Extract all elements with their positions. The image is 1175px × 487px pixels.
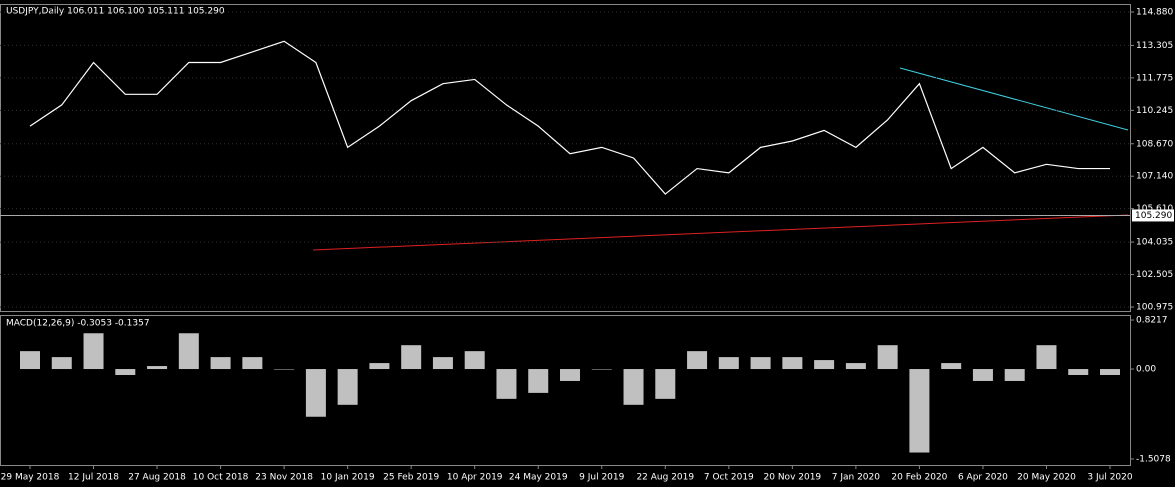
y-tick-label: 0.00: [1136, 365, 1156, 375]
macd-bar: [750, 357, 771, 370]
y-tick-label: 113.305: [1136, 41, 1173, 51]
x-tick-label: 24 May 2019: [509, 473, 568, 483]
macd-bar: [178, 333, 199, 370]
macd-bar: [115, 369, 136, 375]
x-tick-label: 7 Jan 2020: [832, 473, 880, 483]
price-panel: [0, 4, 1131, 312]
macd-bar: [718, 357, 739, 370]
y-tick-label: 100.975: [1136, 303, 1173, 313]
x-tick-label: 27 Aug 2018: [128, 473, 186, 483]
macd-bar: [274, 369, 295, 370]
macd-title: MACD(12,26,9) -0.3053 -0.1357: [6, 319, 150, 329]
macd-bar: [972, 369, 993, 381]
x-tick-label: 9 Jul 2019: [579, 473, 624, 483]
price-line: [29, 40, 1110, 195]
x-tick-label: 22 Aug 2019: [636, 473, 694, 483]
macd-panel: [0, 315, 1131, 466]
y-tick-label: 111.775: [1136, 73, 1173, 83]
macd-bar: [210, 357, 231, 370]
macd-bar: [337, 369, 358, 405]
macd-bar: [1100, 369, 1120, 375]
x-tick-label: 20 Feb 2020: [891, 473, 947, 483]
y-tick-label: 107.140: [1136, 172, 1173, 182]
x-tick-label: 10 Oct 2018: [193, 473, 249, 483]
macd-bar: [242, 357, 263, 370]
macd-bar: [1036, 345, 1057, 370]
macd-bar: [51, 357, 72, 370]
chart-title: USDJPY,Daily 106.011 106.100 105.111 105…: [6, 7, 225, 17]
macd-bar: [941, 363, 962, 370]
x-tick-label: 29 May 2018: [1, 473, 60, 483]
macd-bar: [909, 369, 930, 453]
macd-bar: [591, 369, 612, 370]
macd-bar: [814, 360, 835, 370]
x-tick-label: 20 May 2020: [1017, 473, 1076, 483]
macd-bar: [655, 369, 676, 399]
x-tick-label: 20 Nov 2019: [764, 473, 822, 483]
y-tick-label: 108.670: [1136, 139, 1173, 149]
macd-bar: [464, 351, 485, 370]
macd-bar: [401, 345, 422, 370]
macd-bar: [560, 369, 580, 381]
macd-bar: [432, 357, 453, 370]
support-trendline: [312, 214, 1129, 251]
y-tick-label: 110.245: [1136, 106, 1173, 116]
macd-bar: [782, 357, 803, 370]
last-price-box: [1132, 209, 1174, 222]
y-tick-label: 114.880: [1136, 7, 1173, 17]
macd-bar: [1068, 369, 1089, 375]
macd-bar: [496, 369, 517, 399]
macd-bar: [877, 345, 898, 370]
x-tick-label: 3 Jul 2020: [1087, 473, 1132, 483]
x-tick-label: 23 Nov 2018: [255, 473, 313, 483]
x-tick-label: 10 Apr 2019: [447, 473, 503, 483]
x-tick-label: 7 Oct 2019: [704, 473, 754, 483]
macd-bar: [305, 369, 326, 417]
y-tick-label: 105.610: [1136, 204, 1173, 214]
macd-bar: [845, 363, 866, 370]
macd-bar: [369, 363, 390, 370]
last-price-label: 105.290: [1135, 211, 1172, 221]
macd-bar: [687, 351, 708, 370]
resistance-trendline: [899, 67, 1129, 131]
macd-bar: [1004, 369, 1025, 381]
y-tick-label: 0.8217: [1136, 316, 1168, 326]
x-tick-label: 25 Feb 2019: [383, 473, 439, 483]
macd-bar: [20, 351, 40, 370]
y-tick-label: 102.505: [1136, 270, 1173, 280]
y-tick-label: -1.5078: [1136, 454, 1171, 464]
macd-bar: [528, 369, 549, 393]
macd-bar: [147, 366, 168, 370]
x-tick-label: 6 Apr 2020: [958, 473, 1008, 483]
x-tick-label: 12 Jul 2018: [68, 473, 119, 483]
macd-bar: [623, 369, 644, 405]
x-tick-label: 10 Jan 2019: [321, 473, 375, 483]
macd-bar: [83, 333, 104, 370]
y-tick-label: 104.035: [1136, 238, 1173, 248]
